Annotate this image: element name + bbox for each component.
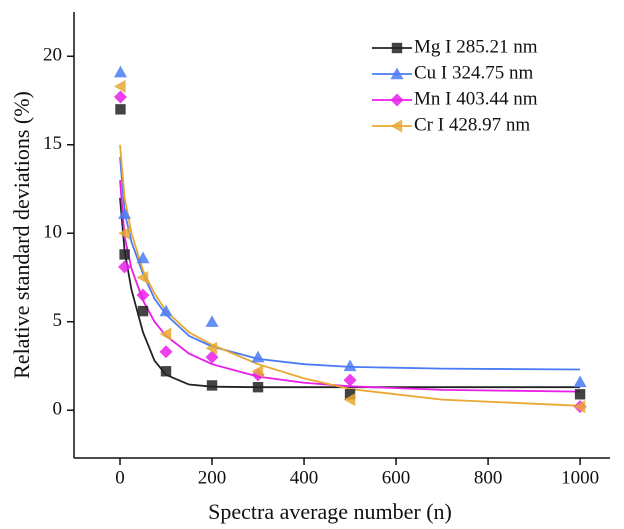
- marker: [136, 288, 150, 302]
- legend-label: Mg I 285.21 nm: [414, 36, 538, 57]
- fit-curve: [119, 197, 581, 389]
- x-tick-label: 800: [474, 467, 503, 488]
- marker: [113, 79, 126, 93]
- legend-marker: [391, 42, 403, 54]
- legend-marker: [390, 119, 403, 133]
- x-tick-label: 200: [198, 467, 227, 488]
- y-tick-label: 10: [43, 222, 62, 243]
- legend-label: Cr I 428.97 nm: [414, 114, 530, 135]
- marker: [573, 400, 586, 414]
- marker: [119, 249, 130, 260]
- marker: [343, 359, 357, 372]
- x-tick-label: 1000: [561, 467, 599, 488]
- marker: [205, 315, 219, 327]
- marker: [118, 226, 130, 240]
- marker: [159, 345, 173, 359]
- marker: [118, 260, 132, 274]
- y-axis-title: Relative standard deviations (%): [9, 91, 34, 379]
- fit-curve: [119, 157, 581, 371]
- fit-curve: [119, 144, 581, 407]
- marker: [136, 251, 150, 264]
- marker: [160, 366, 172, 377]
- marker: [113, 90, 127, 104]
- marker: [159, 327, 172, 341]
- marker: [251, 364, 264, 378]
- legend-label: Cu I 324.75 nm: [414, 62, 534, 83]
- marker: [205, 350, 219, 364]
- marker: [251, 350, 265, 363]
- legend-label: Mn I 403.44 nm: [414, 88, 538, 109]
- marker: [118, 207, 132, 219]
- marker: [159, 304, 173, 317]
- legend-marker: [390, 93, 404, 107]
- y-tick-label: 5: [53, 310, 63, 331]
- y-tick-label: 0: [53, 399, 63, 420]
- marker: [206, 380, 218, 391]
- marker: [136, 270, 149, 284]
- x-tick-label: 600: [382, 467, 411, 488]
- marker: [343, 393, 356, 407]
- marker: [573, 375, 587, 388]
- y-tick-label: 15: [43, 133, 62, 154]
- marker: [205, 341, 218, 355]
- y-tick-label: 20: [43, 45, 62, 66]
- x-tick-label: 400: [290, 467, 319, 488]
- x-tick-label: 0: [115, 467, 125, 488]
- marker: [252, 382, 264, 393]
- marker: [574, 389, 586, 400]
- marker: [115, 104, 126, 115]
- legend-marker: [390, 67, 404, 80]
- marker: [343, 373, 357, 387]
- marker: [137, 305, 149, 317]
- marker: [113, 65, 127, 78]
- x-axis-title: Spectra average number (n): [208, 499, 452, 524]
